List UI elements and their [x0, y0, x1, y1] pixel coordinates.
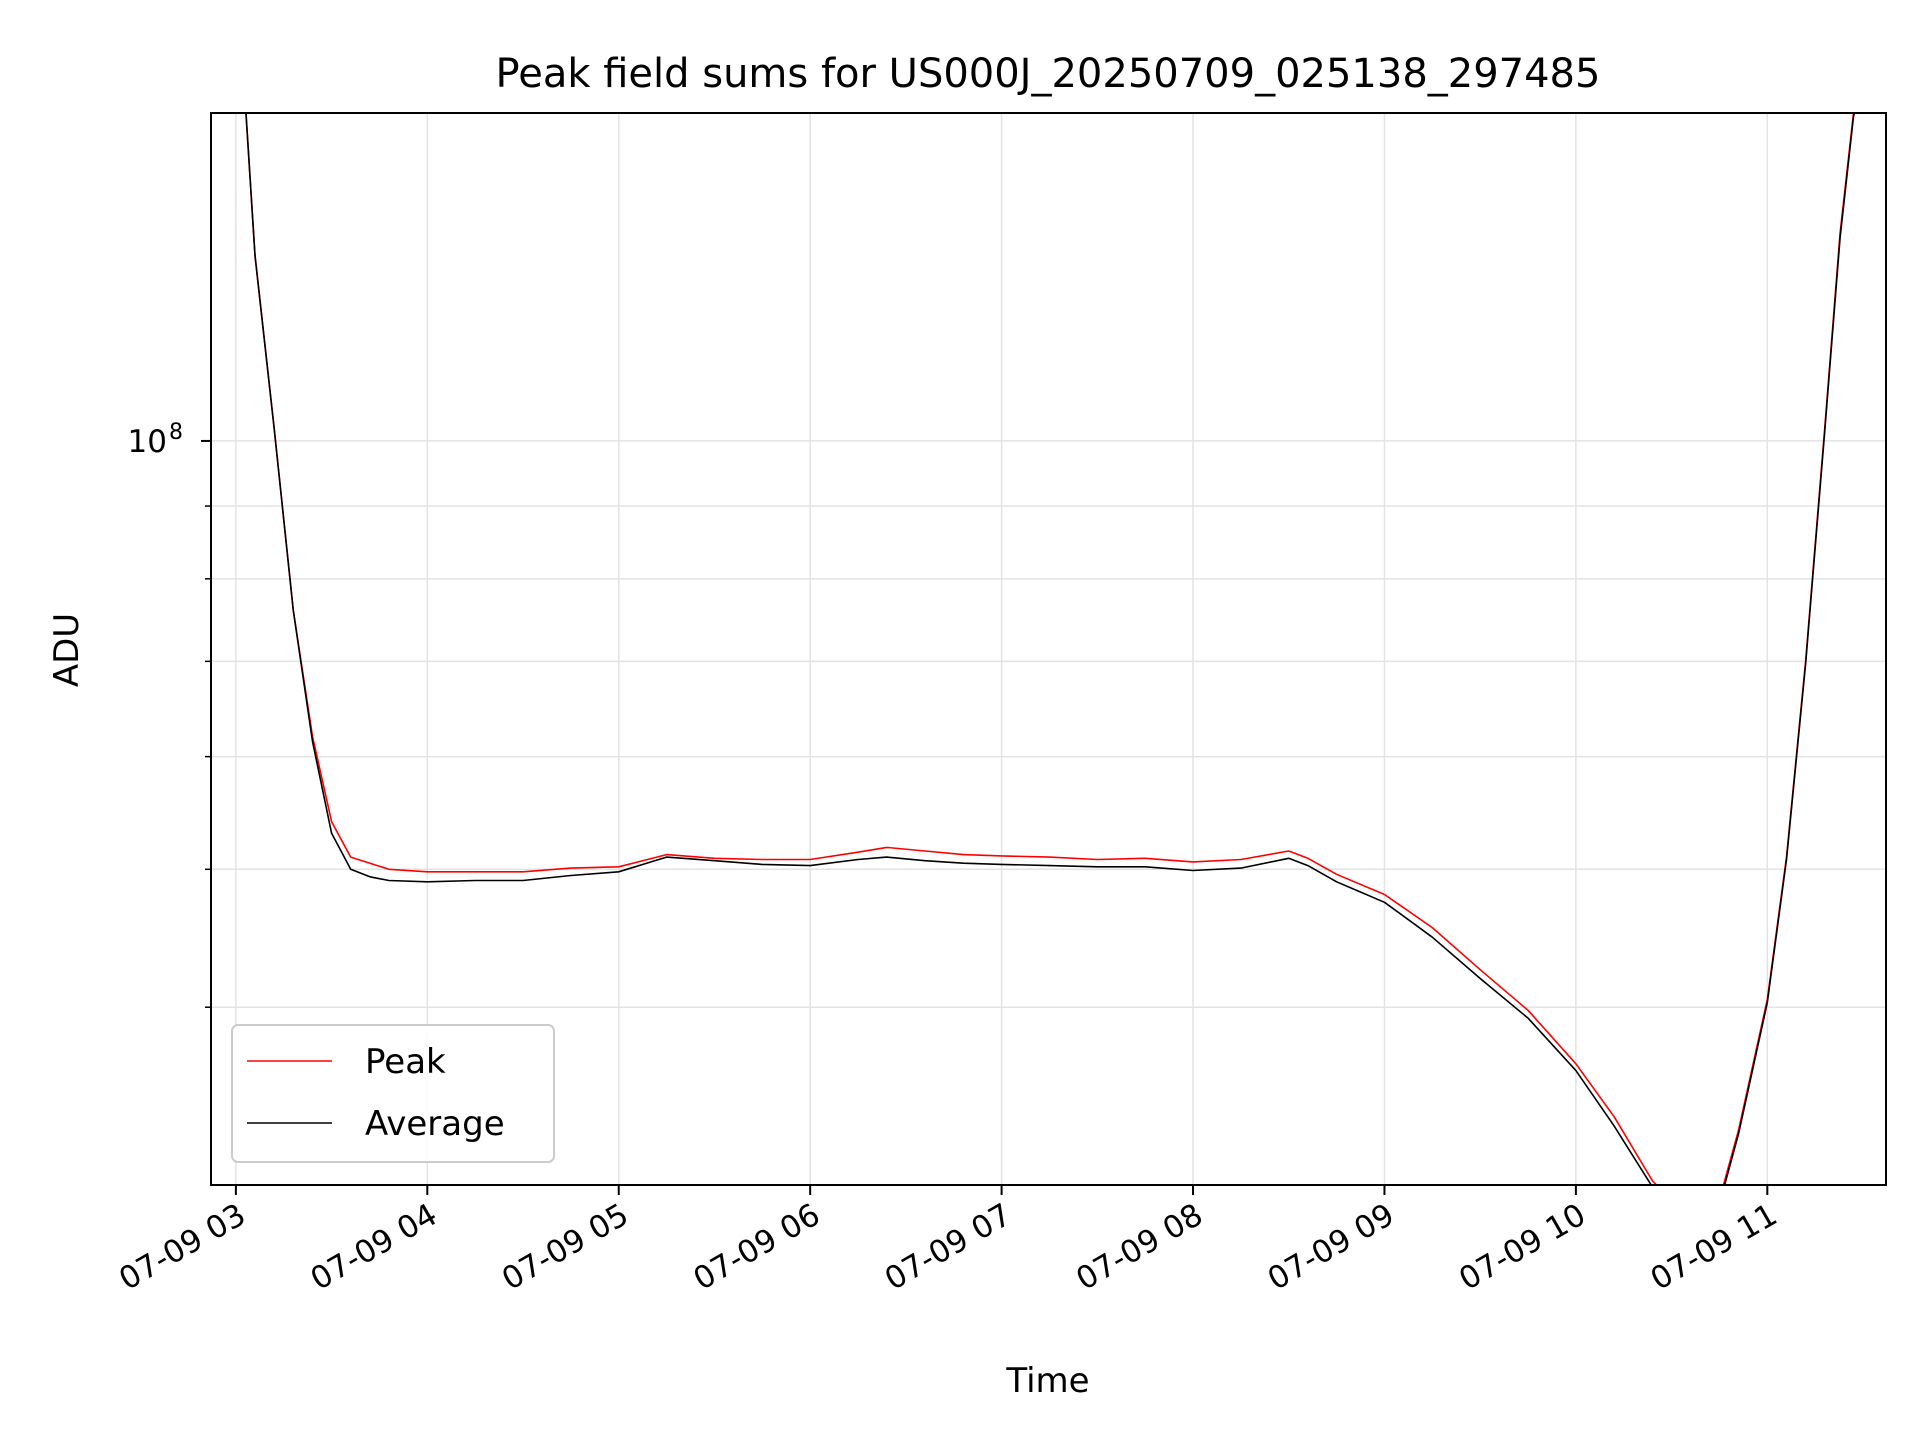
chart-title: Peak field sums for US000J_20250709_0251… — [496, 51, 1601, 97]
series-line-average — [229, 113, 1856, 1185]
plot-frame — [210, 112, 1887, 1186]
y-axis-ticks: 10 8 — [128, 420, 211, 1008]
grid — [211, 113, 1886, 1185]
series-layer — [229, 113, 1856, 1185]
series-line-peak — [229, 113, 1855, 1185]
legend-box — [231, 1024, 555, 1163]
legend-label-peak: Peak — [365, 1042, 446, 1082]
x-tick-label: 07-09 09 — [1262, 1197, 1401, 1298]
x-axis-ticks: 07-09 03 07-09 04 07-09 05 07-09 06 07-09 07… — [113, 1185, 1783, 1298]
legend: Peak Average — [231, 1024, 555, 1163]
x-tick-label: 07-09 11 — [1645, 1197, 1784, 1298]
x-tick-label: 07-09 06 — [687, 1197, 826, 1298]
x-tick-label: 07-09 10 — [1453, 1197, 1592, 1298]
y-tick-label-exponent: 8 — [169, 420, 183, 445]
y-axis-label: ADU — [47, 613, 87, 687]
x-tick-label: 07-09 07 — [879, 1197, 1018, 1298]
x-tick-label: 07-09 04 — [305, 1197, 444, 1298]
x-axis-label: Time — [1005, 1361, 1089, 1401]
legend-label-average: Average — [365, 1104, 505, 1144]
x-tick-label: 07-09 03 — [113, 1197, 252, 1298]
x-tick-label: 07-09 05 — [496, 1197, 635, 1298]
y-tick-label: 10 — [128, 424, 167, 460]
x-tick-label: 07-09 08 — [1070, 1197, 1209, 1298]
